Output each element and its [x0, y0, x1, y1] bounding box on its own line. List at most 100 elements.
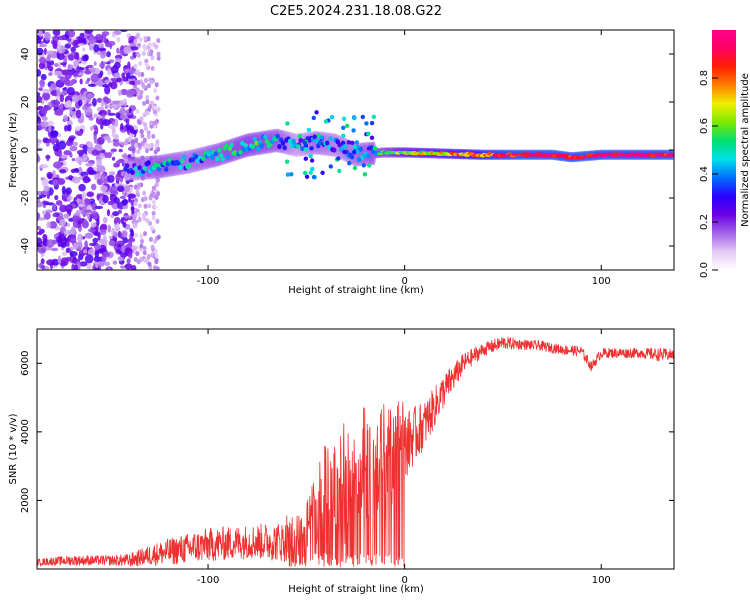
- noise-blob: [142, 100, 147, 106]
- speck: [347, 161, 352, 166]
- speck: [302, 170, 308, 176]
- colorbar: 0.0 0.2 0.4 0.6 0.8 Normalized spectral ampl…: [699, 30, 750, 278]
- noise-blob: [151, 215, 156, 221]
- colorbar-tick-label: 0.6: [699, 118, 710, 134]
- colorbar-gradient: [712, 30, 736, 270]
- noise-blob: [139, 256, 144, 262]
- noise-blob: [146, 254, 151, 260]
- speck: [319, 135, 325, 140]
- snr-ylabel: SNR (10 * v/v): [8, 413, 19, 484]
- y-tick-label: 2000: [20, 488, 31, 513]
- speck: [351, 128, 356, 133]
- noise-blob: [156, 38, 161, 44]
- noise-blob: [140, 133, 145, 139]
- speck: [285, 121, 290, 126]
- colorbar-ticks: 0.0 0.2 0.4 0.6 0.8: [699, 70, 718, 278]
- y-tick-label: -40: [20, 238, 31, 254]
- speck: [316, 133, 321, 138]
- snr-xlabel: Height of straight line (km): [288, 584, 424, 595]
- noise-blob: [139, 233, 144, 239]
- noise-blob: [151, 199, 156, 205]
- noise-blob: [144, 62, 149, 68]
- speck: [341, 133, 346, 138]
- speck: [303, 156, 308, 161]
- noise-blob: [142, 137, 147, 143]
- noise-blob: [154, 253, 159, 259]
- noise-blob: [139, 116, 144, 122]
- noise-blob: [149, 49, 154, 55]
- x-tick-label: 100: [592, 276, 611, 287]
- noise-blob: [134, 232, 138, 238]
- noise-blob: [143, 78, 148, 83]
- noise-blob: [150, 252, 155, 258]
- colorbar-label: Normalized spectral amplitude: [740, 73, 750, 227]
- noise-blob: [143, 122, 148, 128]
- noise-blob: [152, 105, 157, 111]
- noise-blob: [144, 126, 148, 132]
- y-tick-label: 0: [20, 147, 31, 153]
- y-tick-label: 4000: [20, 419, 31, 444]
- noise-blob: [153, 265, 158, 270]
- y-tick-label: -20: [20, 190, 31, 206]
- noise-blob: [133, 184, 138, 190]
- noise-blob: [139, 89, 144, 95]
- noise-blob: [136, 32, 140, 38]
- speck: [371, 114, 376, 120]
- speck: [328, 164, 333, 169]
- speck: [306, 127, 312, 133]
- speck: [329, 114, 335, 120]
- noise-blob: [143, 36, 148, 41]
- noise-blob: [156, 191, 161, 197]
- noise-blob: [155, 139, 160, 145]
- noise-blob: [139, 243, 144, 249]
- speck: [354, 140, 359, 145]
- speck: [352, 165, 358, 171]
- noise-blob: [154, 82, 159, 88]
- noise-blob: [150, 66, 155, 71]
- noise-blob: [141, 212, 146, 218]
- noise-blob: [137, 95, 142, 101]
- spectrogram-chart: -100 0 100 -40 -20 0 20 40 Height of straight l…: [8, 29, 675, 296]
- noise-blob: [137, 42, 141, 48]
- speck: [341, 125, 346, 130]
- noise-blob: [137, 142, 142, 148]
- speck: [346, 140, 351, 145]
- speck: [337, 168, 342, 174]
- x-tick-label: -100: [197, 575, 220, 586]
- noise-blob: [134, 142, 138, 148]
- noise-blob: [156, 234, 161, 240]
- noise-blob: [154, 259, 159, 265]
- noise-blob: [154, 195, 159, 200]
- speck: [295, 144, 301, 149]
- noise-blob: [143, 231, 147, 237]
- speck: [342, 149, 347, 155]
- noise-blob: [146, 83, 151, 89]
- speck: [308, 170, 313, 175]
- noise-blob: [142, 44, 147, 49]
- speck: [336, 156, 341, 161]
- noise-blob: [151, 185, 156, 191]
- colorbar-tick-label: 0.4: [699, 166, 710, 182]
- noise-blob: [135, 87, 140, 93]
- noise-blob: [143, 257, 148, 263]
- figure-title: C2E5.2024.231.18.08.G22: [270, 4, 442, 19]
- noise-blob: [137, 182, 142, 188]
- x-tick-label: 100: [592, 575, 611, 586]
- speck: [302, 140, 308, 146]
- speck: [311, 174, 317, 180]
- noise-blob: [144, 58, 149, 64]
- spectrogram-xlabel: Height of straight line (km): [288, 285, 424, 296]
- speck: [351, 150, 357, 155]
- speck: [362, 172, 368, 177]
- noise-blob: [145, 95, 150, 100]
- speck: [323, 119, 329, 124]
- noise-blob: [156, 55, 161, 61]
- noise-blob: [140, 82, 145, 88]
- noise-blob: [133, 39, 138, 44]
- colorbar-tick-label: 0.0: [699, 262, 710, 278]
- noise-blob: [151, 210, 156, 216]
- noise-blob: [145, 218, 150, 224]
- speck: [284, 159, 290, 164]
- speck: [292, 143, 297, 148]
